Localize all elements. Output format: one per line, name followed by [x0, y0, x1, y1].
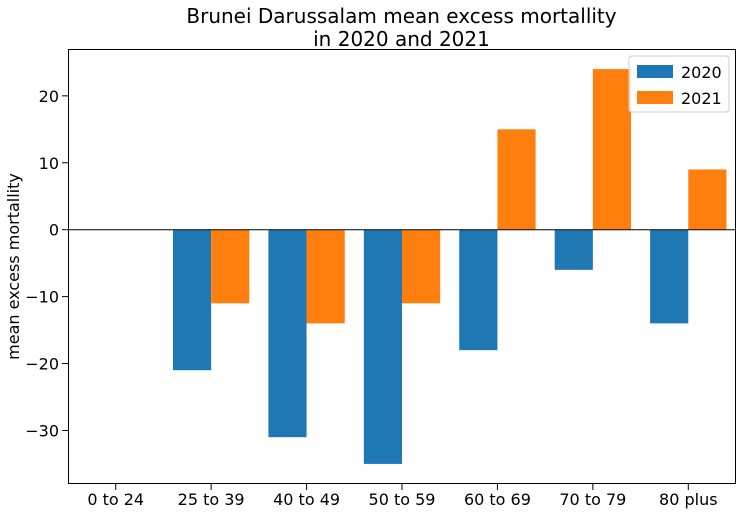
- bars-layer: [172, 69, 727, 464]
- legend-label-2021: 2021: [681, 89, 722, 108]
- bar-2020-50-to-59: [363, 229, 402, 464]
- axes-layer: −30 −20 −10 0 10 20 0 to 24 25 to 39 40 to 49 50 …: [25, 87, 717, 509]
- x-tick-label: 70 to 79: [559, 490, 626, 509]
- y-tick-label: −10: [25, 288, 59, 307]
- y-tick-label: −30: [25, 421, 59, 440]
- bar-2020-40-to-49: [268, 229, 307, 438]
- bar-2021-40-to-49: [306, 229, 345, 324]
- plot-frame: [68, 49, 736, 484]
- x-tick-label: 80 plus: [659, 490, 718, 509]
- x-tick-label: 50 to 59: [369, 490, 436, 509]
- legend-label-2020: 2020: [681, 63, 722, 82]
- bar-2020-60-to-69: [459, 229, 498, 351]
- chart-subtitle: in 2020 and 2021: [313, 27, 490, 51]
- y-tick-label: −20: [25, 355, 59, 374]
- legend-swatch-2020: [637, 65, 673, 78]
- bar-2020-80-plus: [650, 229, 689, 324]
- bar-2021-50-to-59: [402, 229, 441, 304]
- bar-2021-70-to-79: [592, 69, 632, 230]
- y-tick-label: 0: [49, 221, 59, 240]
- chart-title: Brunei Darussalam mean excess mortallity: [186, 4, 617, 28]
- legend: 2020 2021: [628, 55, 730, 113]
- y-tick-label: 10: [39, 154, 59, 173]
- bar-2020-25-to-39: [172, 229, 212, 371]
- y-tick-label: 20: [39, 87, 59, 106]
- bar-2021-25-to-39: [211, 229, 250, 304]
- x-tick-label: 25 to 39: [178, 490, 245, 509]
- x-tick-label: 40 to 49: [273, 490, 340, 509]
- x-tick-label: 60 to 69: [464, 490, 531, 509]
- legend-swatch-2021: [637, 91, 673, 104]
- bar-2021-60-to-69: [497, 129, 536, 230]
- bar-2021-80-plus: [688, 169, 727, 230]
- x-tick-label: 0 to 24: [87, 490, 144, 509]
- bar-2020-70-to-79: [554, 229, 593, 270]
- y-axis-label: mean excess mortallity: [4, 173, 23, 360]
